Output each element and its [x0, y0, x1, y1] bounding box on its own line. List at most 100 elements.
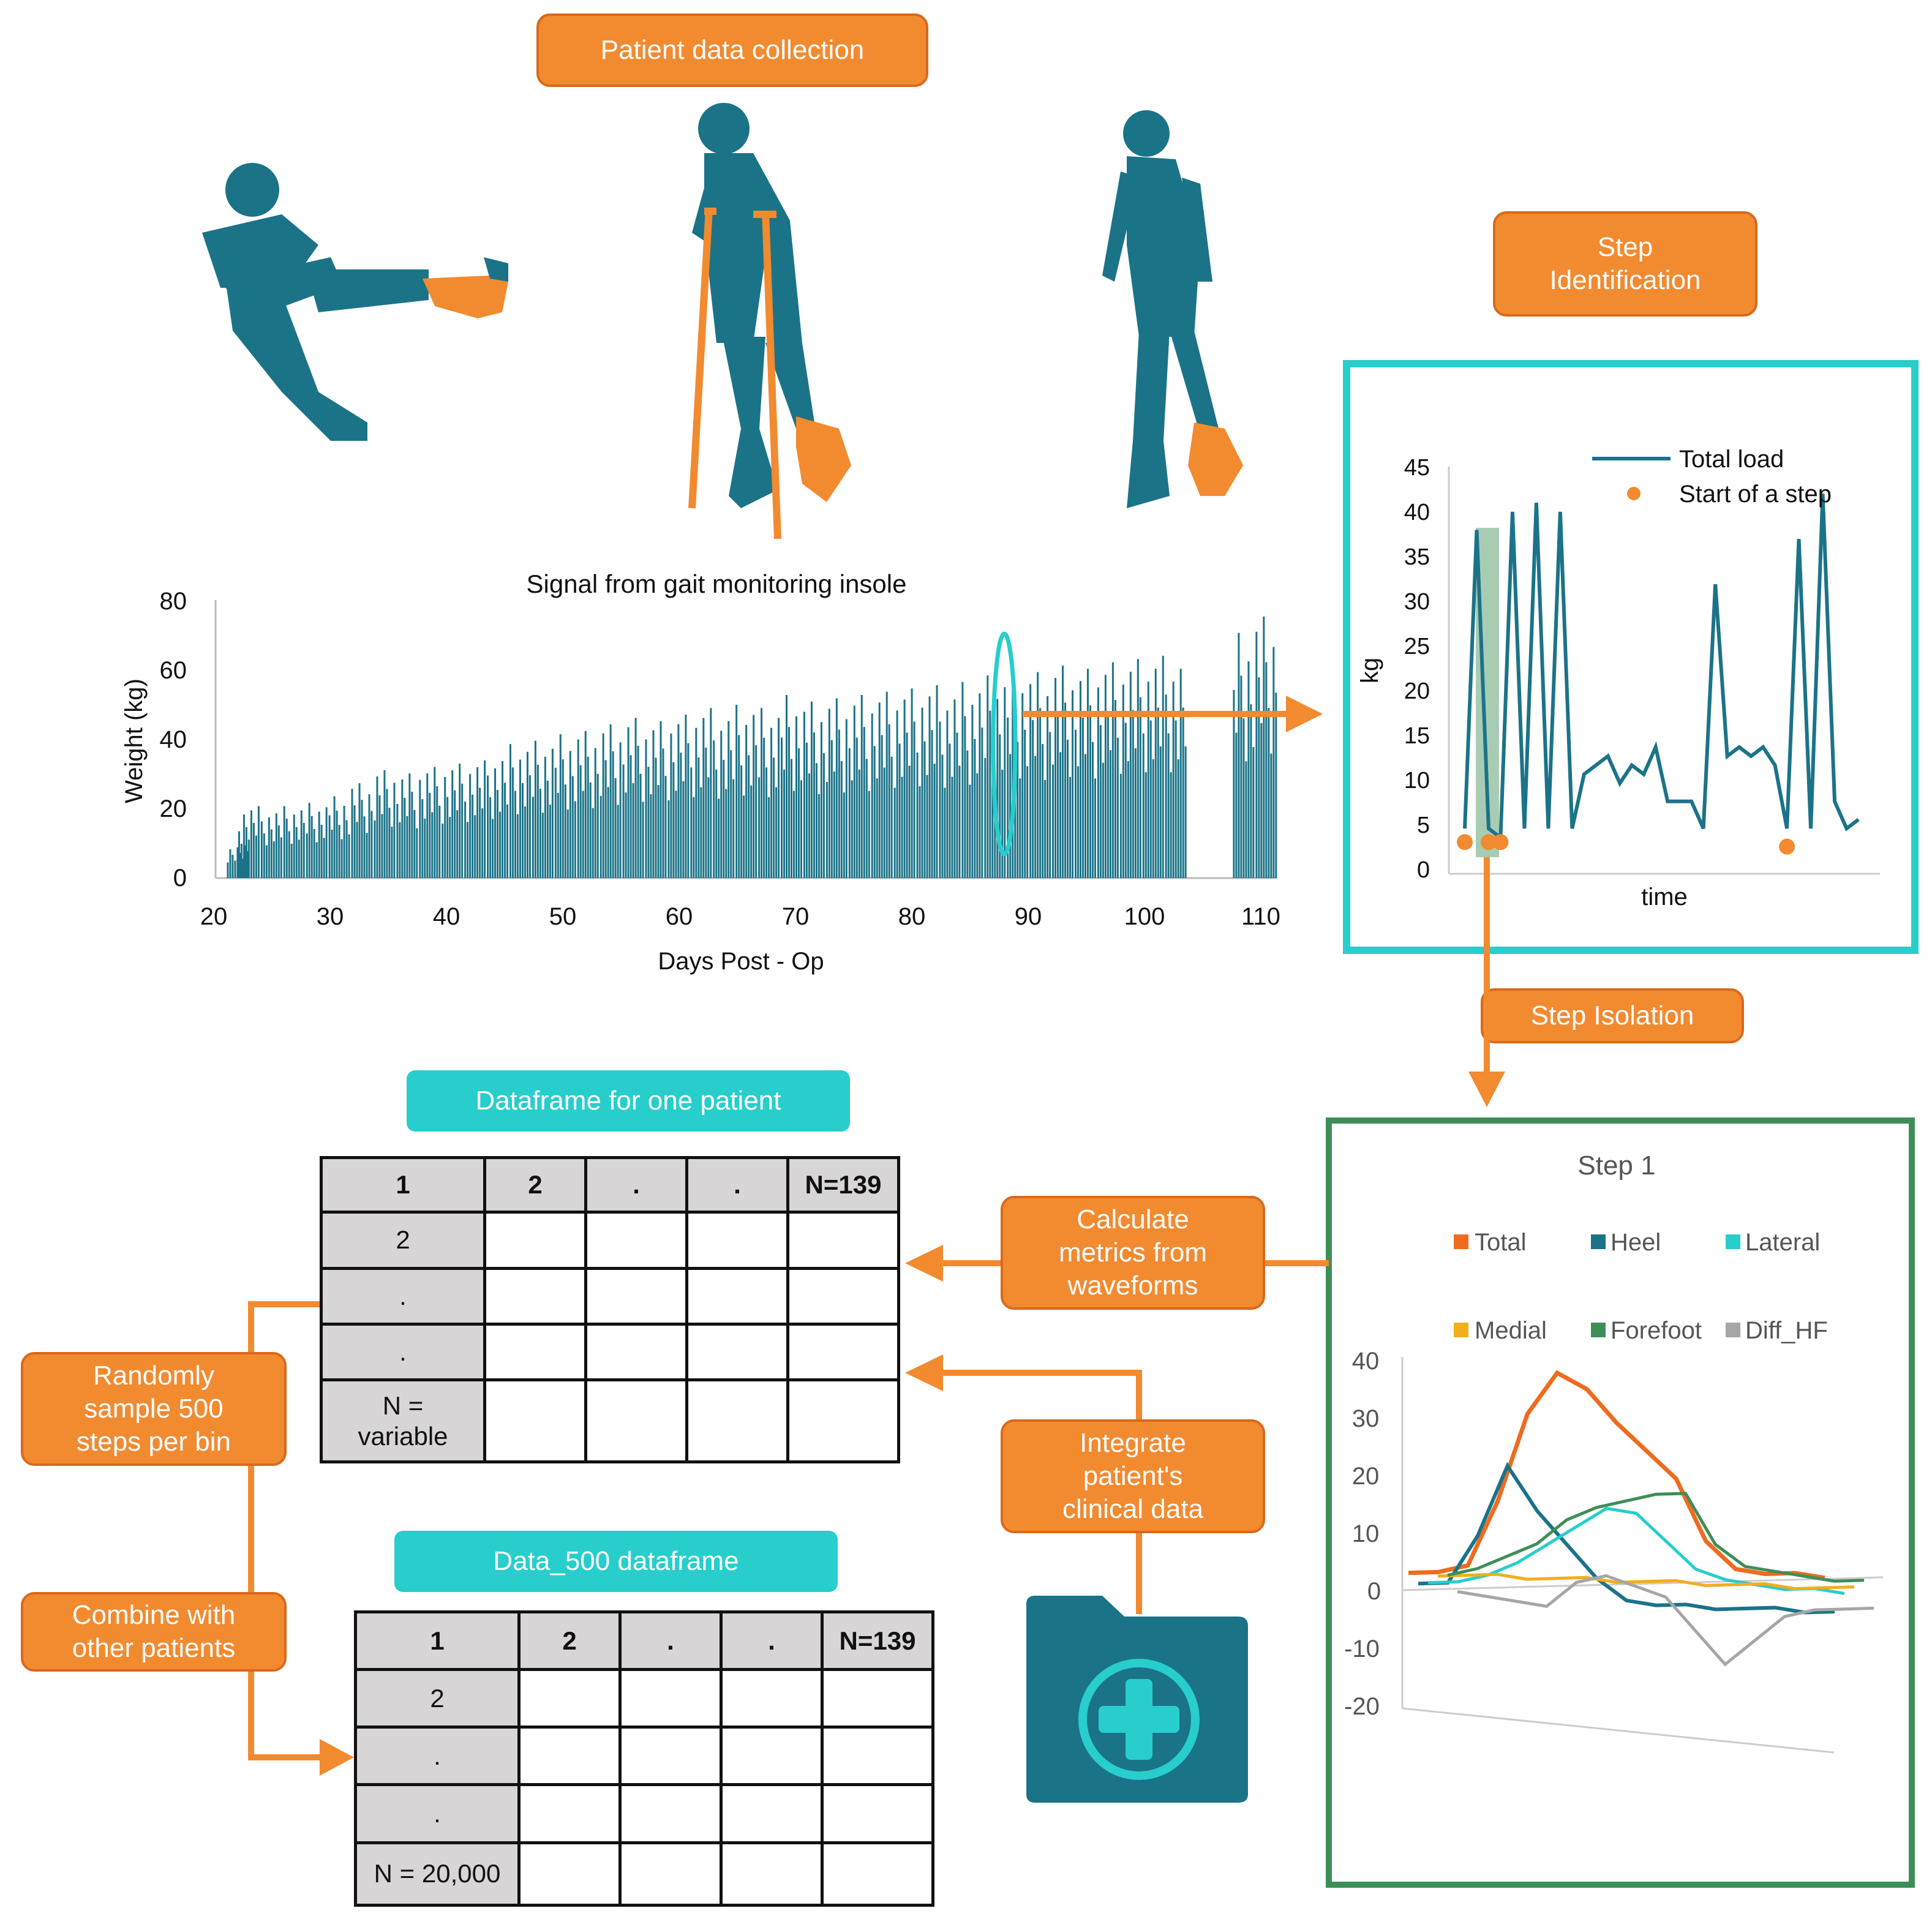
insole-bar — [791, 759, 793, 878]
insole-bar — [903, 699, 906, 878]
person-crutches-figure — [688, 103, 851, 539]
insole-bar — [451, 770, 454, 878]
legend-total-load: Total load — [1679, 446, 1784, 473]
step-y-tick: 0 — [1417, 857, 1430, 883]
insole-bar — [521, 783, 524, 878]
table-row-label: . — [320, 1322, 486, 1382]
step-start-dot — [1492, 834, 1509, 851]
legend-swatch-forefoot — [1591, 1323, 1606, 1337]
insole-bar — [252, 822, 255, 878]
insole-bar — [504, 783, 506, 878]
insole-bar — [639, 773, 642, 878]
insole-bar — [642, 802, 644, 878]
insole-bar — [851, 780, 853, 878]
insole-bar — [913, 721, 915, 878]
insole-bar — [406, 816, 408, 878]
insole-bar — [370, 811, 373, 878]
insole-bar — [323, 838, 325, 878]
insole-bar — [743, 795, 745, 878]
insole-bar — [338, 825, 340, 878]
legend-dot-swatch — [1627, 487, 1641, 500]
step-y-tick: 30 — [1404, 589, 1430, 615]
table-cell — [618, 1841, 723, 1907]
insole-bar — [1122, 684, 1124, 878]
insole-bar — [479, 787, 481, 878]
insole-bar — [426, 773, 429, 878]
insole-bar — [487, 775, 489, 878]
insole-bar — [964, 716, 966, 878]
insole-bar — [969, 784, 971, 878]
insole-bar — [246, 851, 249, 878]
insole-bar — [1084, 754, 1086, 878]
insole-y-tick: 80 — [160, 588, 187, 615]
insole-bar — [594, 748, 596, 878]
table-cell — [618, 1726, 723, 1787]
insole-bar — [715, 769, 718, 878]
insole-bar — [283, 806, 285, 878]
insole-y-ticks: 80 60 40 20 0 — [160, 588, 187, 892]
insole-bar — [569, 751, 571, 878]
insole-bar — [467, 822, 469, 878]
arrowhead — [1468, 1072, 1505, 1107]
insole-bar — [306, 833, 308, 878]
insole-bar — [690, 767, 693, 878]
insole-bar — [363, 816, 366, 878]
arrowhead — [905, 1245, 943, 1282]
insole-bar — [893, 787, 896, 878]
insole-bar — [396, 803, 399, 878]
insole-bar — [481, 808, 484, 878]
insole-bar — [627, 727, 630, 878]
insole-bar — [1064, 702, 1067, 878]
insole-bar — [1004, 687, 1006, 878]
insole-y-label: Weight (kg) — [121, 678, 148, 803]
insole-bar — [293, 814, 295, 878]
step1-depth-axis — [1402, 1707, 1835, 1754]
insole-bar — [1235, 732, 1238, 878]
table-row: N = variable — [320, 1378, 900, 1463]
insole-bar — [1012, 669, 1014, 878]
insole-bar — [1094, 778, 1096, 878]
insole-bar — [554, 767, 557, 878]
insole-bar — [589, 782, 592, 878]
table-cell — [685, 1322, 789, 1382]
insole-bar — [730, 750, 732, 878]
table-cell — [517, 1783, 622, 1844]
insole-bar — [670, 734, 672, 878]
insole-bar — [444, 776, 446, 878]
insole-x-tick: 70 — [782, 903, 810, 930]
insole-bar — [876, 778, 878, 878]
insole-bar — [343, 806, 345, 878]
table-row-label: . — [320, 1266, 486, 1326]
insole-bar — [421, 799, 424, 878]
insole-bar — [1268, 708, 1270, 878]
insole-bar — [436, 786, 438, 878]
insole-bar — [509, 744, 511, 878]
table-row: 1 2 . . N=139 — [354, 1610, 934, 1672]
step-identification-box — [1343, 360, 1919, 954]
table-cell — [786, 1322, 900, 1382]
legend-swatch-lateral — [1726, 1234, 1740, 1249]
insole-bar — [786, 695, 788, 878]
insole-bar — [720, 730, 723, 878]
insole-bar — [524, 806, 526, 878]
insole-bar — [236, 847, 239, 878]
insole-bar — [865, 759, 868, 878]
insole-bar — [989, 710, 991, 878]
insole-bar — [604, 760, 607, 878]
selection-ellipse — [991, 631, 1018, 857]
insole-bar — [536, 764, 539, 878]
insole-bar — [464, 801, 467, 878]
insole-bar — [738, 735, 740, 878]
insole-bar — [1099, 725, 1102, 878]
insole-bar — [492, 819, 494, 878]
insole-bar — [1026, 766, 1029, 878]
insole-bar — [1124, 723, 1127, 878]
insole-bar — [461, 783, 464, 878]
step1-line-medial — [1437, 1572, 1855, 1590]
insole-bar — [456, 810, 459, 878]
insole-bar — [300, 810, 303, 878]
insole-bar — [404, 797, 406, 878]
insole-bar — [1233, 689, 1235, 878]
insole-bar — [313, 829, 315, 878]
step1-title: Step 1 — [1577, 1151, 1655, 1181]
